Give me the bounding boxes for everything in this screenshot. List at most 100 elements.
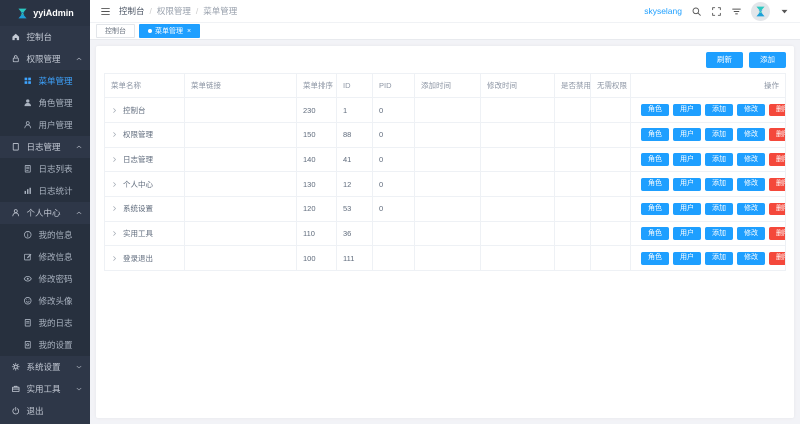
edit-button[interactable]: 修改 — [737, 177, 765, 191]
add-time-cell — [414, 97, 481, 123]
column-header: ID — [336, 73, 373, 99]
id-cell: 88 — [336, 121, 373, 148]
menu-name: 控制台 — [123, 105, 146, 115]
no-auth-cell — [590, 220, 631, 247]
clear-lines-icon[interactable] — [731, 6, 742, 17]
menu-sort-cell: 130 — [296, 171, 337, 197]
add-button[interactable]: 添加 — [749, 52, 786, 69]
add-time-cell — [414, 245, 481, 272]
user-button[interactable]: 用户 — [673, 103, 701, 117]
user-button[interactable]: 用户 — [673, 128, 701, 142]
sidebar-item-user-manage[interactable]: 用户管理 — [0, 114, 90, 136]
delete-button[interactable]: 删除 — [769, 251, 785, 265]
sidebar-item-role-manage[interactable]: 角色管理 — [0, 92, 90, 114]
update-time-cell — [480, 97, 555, 123]
add-row-button[interactable]: 添加 — [705, 251, 733, 265]
edit-button[interactable]: 修改 — [737, 251, 765, 265]
avatar[interactable] — [751, 1, 770, 21]
sidebar-item-auth-manage[interactable]: 权限管理 — [0, 48, 90, 70]
breadcrumb-item[interactable]: 权限管理 — [156, 6, 191, 16]
role-button[interactable]: 角色 — [641, 177, 669, 191]
edit-button[interactable]: 修改 — [737, 227, 765, 240]
sidebar-item-my-log[interactable]: 我的日志 — [0, 312, 90, 334]
fullscreen-icon[interactable] — [711, 6, 722, 17]
user-button[interactable]: 用户 — [673, 153, 701, 166]
edit-button[interactable]: 修改 — [737, 153, 765, 166]
active-tab-dot-icon — [148, 29, 152, 33]
id-cell: 41 — [336, 146, 373, 173]
delete-button[interactable]: 删除 — [769, 177, 785, 191]
delete-button[interactable]: 删除 — [769, 227, 785, 240]
sidebar-item-menu-manage[interactable]: 菜单管理 — [0, 70, 90, 92]
role-button[interactable]: 角色 — [641, 202, 669, 216]
id-cell: 53 — [336, 196, 373, 222]
expand-row-icon[interactable] — [111, 131, 118, 138]
expand-row-icon[interactable] — [111, 255, 118, 262]
close-icon[interactable]: × — [187, 27, 192, 35]
add-row-button[interactable]: 添加 — [705, 177, 733, 191]
username-link[interactable]: skyselang — [644, 6, 682, 16]
main-column: 控制台 / 权限管理 / 菜单管理 skyselang — [90, 0, 800, 424]
delete-button[interactable]: 删除 — [769, 103, 785, 117]
add-row-button[interactable]: 添加 — [705, 128, 733, 142]
sidebar-item-log-list[interactable]: 日志列表 — [0, 158, 90, 180]
sidebar-item-edit-password[interactable]: 修改密码 — [0, 268, 90, 290]
edit-button[interactable]: 修改 — [737, 103, 765, 117]
edit-button[interactable]: 修改 — [737, 202, 765, 216]
actions-cell: 角色用户添加修改删除 — [630, 196, 786, 222]
sidebar-item-my-info[interactable]: 我的信息 — [0, 224, 90, 246]
update-time-cell — [480, 196, 555, 222]
user-button[interactable]: 用户 — [673, 202, 701, 216]
tab-控制台[interactable]: 控制台 — [96, 24, 135, 38]
add-row-button[interactable]: 添加 — [705, 227, 733, 240]
breadcrumb-item[interactable]: 菜单管理 — [203, 6, 238, 16]
sidebar-item-label: 权限管理 — [26, 54, 61, 64]
edit-button[interactable]: 修改 — [737, 128, 765, 142]
add-row-button[interactable]: 添加 — [705, 103, 733, 117]
caret-down-icon[interactable] — [779, 6, 790, 17]
expand-row-icon[interactable] — [111, 181, 118, 188]
sidebar-item-edit-info[interactable]: 修改信息 — [0, 246, 90, 268]
tab-菜单管理[interactable]: 菜单管理 × — [139, 24, 201, 38]
add-row-button[interactable]: 添加 — [705, 153, 733, 166]
sidebar-item-system-settings[interactable]: 系统设置 — [0, 356, 90, 378]
expand-row-icon[interactable] — [111, 230, 118, 237]
sidebar-item-my-settings[interactable]: 我的设置 — [0, 334, 90, 356]
user-button[interactable]: 用户 — [673, 227, 701, 240]
breadcrumb-item[interactable]: 控制台 — [119, 6, 145, 16]
search-icon[interactable] — [691, 6, 702, 17]
sidebar-item-personal-center[interactable]: 个人中心 — [0, 202, 90, 224]
menu-name: 实用工具 — [123, 229, 153, 239]
user-button[interactable]: 用户 — [673, 177, 701, 191]
add-row-button[interactable]: 添加 — [705, 202, 733, 216]
menu-name: 个人中心 — [123, 179, 153, 189]
user-button[interactable]: 用户 — [673, 251, 701, 265]
delete-button[interactable]: 删除 — [769, 153, 785, 166]
sidebar-item-log-stats[interactable]: 日志统计 — [0, 180, 90, 202]
sidebar-item-console[interactable]: 控制台 — [0, 26, 90, 48]
bar-chart-icon — [23, 186, 33, 196]
expand-row-icon[interactable] — [111, 205, 118, 212]
tab-bar: 控制台 菜单管理 × — [90, 23, 800, 40]
role-button[interactable]: 角色 — [641, 103, 669, 117]
sidebar-item-utility-tools[interactable]: 实用工具 — [0, 378, 90, 400]
column-header: 修改时间 — [480, 73, 555, 99]
expand-row-icon[interactable] — [111, 156, 118, 163]
expand-row-icon[interactable] — [111, 107, 118, 114]
add-time-cell — [414, 146, 481, 173]
role-button[interactable]: 角色 — [641, 153, 669, 166]
logo[interactable]: yyiAdmin — [0, 0, 90, 26]
sidebar-item-edit-avatar[interactable]: 修改头像 — [0, 290, 90, 312]
delete-button[interactable]: 删除 — [769, 202, 785, 216]
sidebar-item-logout[interactable]: 退出 — [0, 400, 90, 422]
refresh-button[interactable]: 刷新 — [706, 52, 743, 69]
delete-button[interactable]: 删除 — [769, 128, 785, 142]
menu-table: 菜单名称 菜单链接 菜单排序 ID PID 添加时间 修改时间 是否禁用 无需权限 操作 控制台 2… — [104, 73, 786, 272]
sidebar-item-log-manage[interactable]: 日志管理 — [0, 136, 90, 158]
role-button[interactable]: 角色 — [641, 128, 669, 142]
menu-fold-icon[interactable] — [100, 6, 111, 17]
role-button[interactable]: 角色 — [641, 251, 669, 265]
role-button[interactable]: 角色 — [641, 227, 669, 240]
